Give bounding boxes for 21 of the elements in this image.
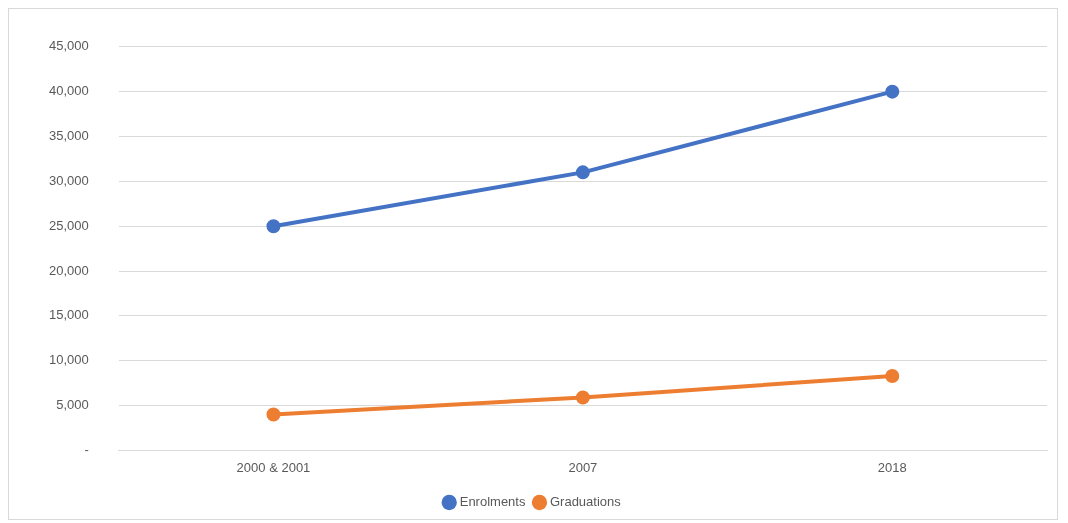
y-tick-label: - [84,441,89,457]
point [575,165,590,180]
y-tick-label: 10,000 [49,352,89,368]
y-tick-label: 45,000 [49,38,89,54]
point [266,219,281,234]
x-tick-label: 2018 [877,459,907,475]
y-tick-label: 40,000 [49,83,89,99]
y-tick-label: 20,000 [49,262,89,278]
y-tick-label: 5,000 [56,397,89,413]
y-tick-label: 25,000 [49,217,89,233]
point [266,407,281,422]
y-tick-label: 30,000 [49,172,89,188]
x-tick-label: 2000 & 2001 [236,459,311,475]
y-tick-label: 35,000 [49,128,89,144]
y-tick-label: 15,000 [49,307,89,323]
legend-label: Graduations [549,494,622,510]
point [885,84,900,99]
legend-label: Enrolments [459,494,526,510]
point [885,368,900,383]
x-tick-label: 2007 [568,459,598,475]
point [575,390,590,405]
